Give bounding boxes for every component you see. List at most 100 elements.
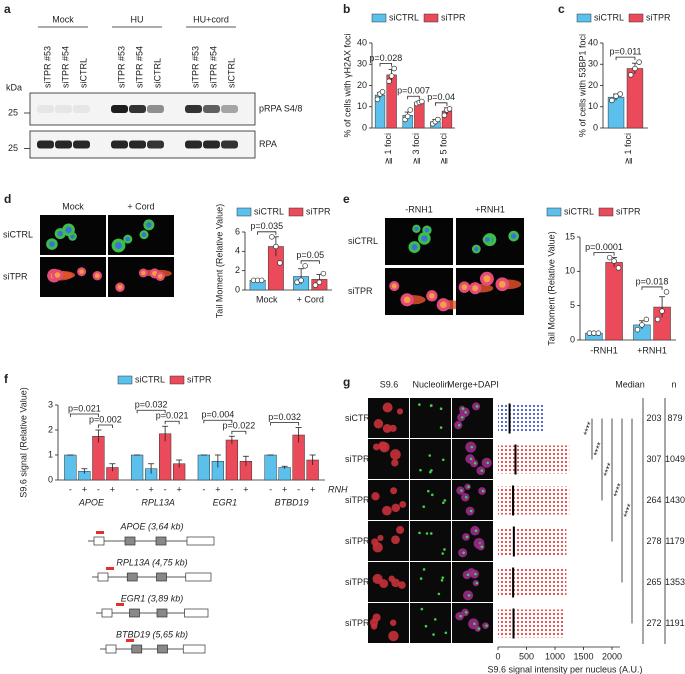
y-axis-label: % of cells with 53BP1 foci [577,34,587,137]
p-bracket [97,424,113,428]
band-label: pRPA S4/8 [259,103,302,113]
blot-band [37,140,54,149]
y-tick-label: 2 [235,265,240,275]
image-row-label: siTPR [3,271,28,281]
nucleolus [457,423,461,427]
nucleolus [419,468,422,472]
comet-core [421,235,428,242]
bar [626,68,644,129]
exon [186,536,215,546]
x-tick-label: APOE [78,497,105,507]
nucleolus [467,594,471,597]
nucleus [391,535,400,545]
row-label: siTPR #4 [345,618,382,628]
data-point [586,330,593,336]
legend-label: siTPR [441,12,466,22]
p-bracket [379,63,393,67]
exon [124,536,136,546]
nucleus [371,538,379,546]
p-bracket [257,231,277,235]
comet-core [461,284,468,291]
y-tick-label: 20 [357,80,367,90]
bar [130,454,144,481]
nucleolus [481,489,485,493]
legend-label: siTPR [646,12,671,22]
marker-label: 25 [8,143,18,153]
lane-label: siTPR #53 [190,46,200,88]
y-tick-label: 30 [357,59,367,69]
blot-band [203,105,220,113]
exon [156,608,168,618]
comet-core [146,222,152,228]
nucleus [370,623,378,630]
blot-group: Mock [52,14,74,24]
p-bracket [164,420,180,425]
p-bracket [231,430,247,435]
p-bracket [203,419,233,424]
panel-letter: f [4,372,9,386]
comet-core [485,237,490,243]
blot-band [55,105,72,113]
bar [414,102,425,129]
gene-name: RPL13A (4,75 kb) [116,557,187,567]
nucleolus [473,461,477,465]
treatment-label: + [215,484,220,494]
comet-core [54,272,61,278]
micro-image [410,398,451,438]
dot-cloud [498,609,564,638]
row-label: siTPR pool [345,454,389,464]
micro-image [410,562,451,602]
y-tick-label: 15 [565,231,575,241]
bar [278,467,291,481]
significance-label: **** [601,461,615,478]
exon [156,572,167,582]
data-point [302,263,308,269]
p-bracket [270,422,300,426]
p-value: p=0.021 [68,403,101,413]
legend-swatch [628,13,644,23]
legend-label: siTPR [306,206,331,216]
data-point [379,89,386,95]
data-point [636,59,642,65]
data-point [595,330,602,336]
p-bracket [641,286,663,290]
n-value: 1049 [665,454,685,464]
nucleolus [475,405,479,408]
x-tick-label: 1500 [573,651,593,661]
nucleolus [439,426,443,429]
legend-swatch [169,375,185,385]
exon [97,572,109,582]
nucleolus [474,572,477,576]
significance-label: **** [581,420,595,437]
x-tick-label: Mock [256,294,278,304]
gene-name: APOE (3,64 kb) [119,521,183,531]
image-column-label: S9.6 [380,379,399,389]
nucleolus [432,633,435,636]
data-point [628,72,634,78]
y-tick-label: 0 [593,122,598,132]
p-value: p=0.0001 [585,242,623,252]
legend-swatch [546,207,562,217]
marker-label: 25 [8,107,18,117]
treatment-label: - [69,484,72,494]
exon [93,536,105,546]
x-tick-label: ≧ 3 foci [411,133,421,165]
nucleus [391,459,399,467]
y-tick-label: 20 [588,80,598,90]
comet-core [511,233,517,239]
treatment-label: + [282,484,287,494]
kda-label: kDa [6,82,22,92]
blot-band [55,140,72,149]
x-tick-label: ≧ 5 foci [439,133,449,165]
x-tick-label: BTBD19 [275,497,309,507]
lane-label: siTPR #54 [60,46,70,88]
treatment-label: - [230,484,233,494]
p-value: p=0.035 [250,221,283,231]
bar [197,454,210,481]
p-bracket [136,409,166,414]
n-value: 879 [667,413,682,423]
amplicon [106,567,114,570]
exon [184,608,209,618]
y-tick-label: 0 [235,284,240,294]
